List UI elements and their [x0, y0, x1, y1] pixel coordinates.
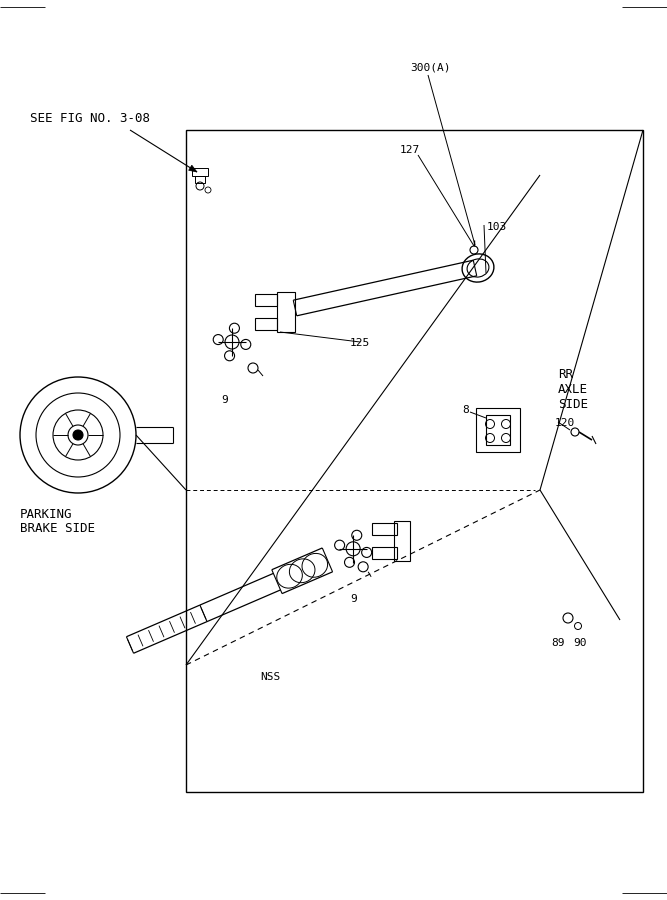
Text: SIDE: SIDE — [558, 398, 588, 411]
Circle shape — [335, 540, 345, 550]
Bar — [255, 318, 277, 330]
Circle shape — [73, 430, 83, 440]
Bar — [192, 168, 208, 176]
Polygon shape — [189, 166, 197, 172]
Text: 89: 89 — [551, 638, 565, 648]
Bar — [476, 408, 520, 452]
Bar — [372, 523, 396, 535]
Text: SEE FIG NO. 3-08: SEE FIG NO. 3-08 — [30, 112, 150, 125]
Circle shape — [346, 542, 360, 556]
Text: PARKING: PARKING — [20, 508, 73, 521]
Text: NSS: NSS — [260, 672, 280, 682]
Circle shape — [345, 557, 355, 567]
Bar — [186, 130, 643, 792]
Text: AXLE: AXLE — [558, 383, 588, 396]
Circle shape — [213, 335, 223, 345]
Bar — [372, 547, 396, 559]
Text: 120: 120 — [555, 418, 575, 428]
Text: 125: 125 — [350, 338, 370, 348]
Bar — [486, 415, 510, 445]
Text: 8: 8 — [462, 405, 469, 415]
Circle shape — [225, 335, 239, 349]
Text: 9: 9 — [221, 395, 228, 405]
Text: BRAKE SIDE: BRAKE SIDE — [20, 522, 95, 535]
Text: 300(A): 300(A) — [410, 62, 450, 72]
Circle shape — [225, 351, 235, 361]
Bar — [255, 294, 277, 306]
Text: 103: 103 — [487, 222, 507, 232]
Text: 9: 9 — [350, 594, 357, 604]
Circle shape — [229, 323, 239, 333]
Circle shape — [241, 339, 251, 349]
Text: RR: RR — [558, 368, 573, 381]
Text: 127: 127 — [400, 145, 420, 155]
Circle shape — [362, 547, 372, 557]
Bar — [277, 292, 295, 332]
Circle shape — [352, 530, 362, 540]
Text: 90: 90 — [573, 638, 587, 648]
Bar — [195, 176, 205, 183]
Bar — [394, 521, 410, 561]
